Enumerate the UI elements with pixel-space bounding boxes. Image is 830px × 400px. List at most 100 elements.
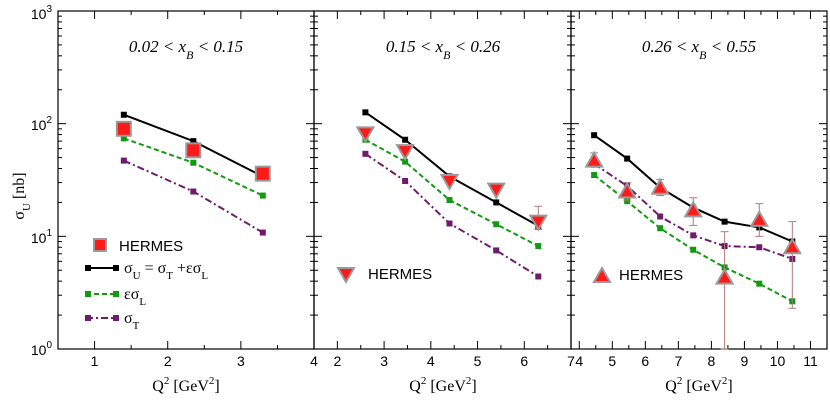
legend-hermes-label: HERMES (119, 238, 183, 255)
x-tick-label: 3 (380, 353, 388, 369)
hermes-point (528, 214, 549, 232)
hermes-point (395, 144, 415, 162)
series-point-sigma-t (259, 229, 266, 236)
x-ticks: 4 5 6 7 8 9 10 11 (571, 11, 827, 369)
x-tick-label: 7 (567, 353, 575, 369)
series-point-sigma-t (535, 273, 542, 280)
y-tick-label-2: 102 (31, 115, 53, 133)
hermes-point (254, 165, 271, 182)
hermes-points (355, 126, 549, 232)
series-point-eps-sigma-l (402, 158, 409, 165)
x-tick-label: 8 (707, 353, 715, 369)
legend-hermes-marker (592, 265, 612, 283)
hermes-legend: HERMES (336, 266, 432, 285)
y-tick-label-0: 100 (31, 340, 53, 358)
hermes-point (439, 173, 460, 191)
series-point-eps-sigma-l (190, 159, 197, 166)
series-line-sigma-t (364, 152, 539, 278)
series-point-eps-sigma-l (259, 192, 266, 199)
legend-eps-sigma-l-label: εσL (124, 286, 146, 308)
panel-mid-xb: 0.15 < xB < 0.26 2 3 4 5 6 7 HERMES Q2 [GeV2] (313, 10, 575, 395)
hermes-points (584, 150, 803, 350)
series-line-eps-sigma-l (364, 138, 539, 247)
hermes-points (115, 120, 271, 182)
hermes-point (782, 237, 803, 255)
series-point-sigma-t (362, 150, 369, 157)
legend-eps-sigma-l-marker-right (113, 291, 119, 297)
y-axis-title: σU [nb] (11, 172, 33, 219)
series-point-sigma-t (493, 247, 500, 254)
x-ticks: 2 3 4 5 6 7 (314, 11, 575, 369)
panel-frame (570, 10, 828, 350)
series-point-eps-sigma-l (493, 221, 500, 228)
x-tick-label: 3 (237, 353, 245, 369)
x-tick-label: 5 (474, 353, 482, 369)
series-point-sigma-t (690, 232, 697, 239)
hermes-point (683, 200, 703, 218)
series-point-sigma-u (120, 111, 127, 118)
series-point-sigma-t (402, 177, 409, 184)
series-point-eps-sigma-l (657, 225, 664, 232)
series-point-sigma-t (190, 188, 197, 195)
panel-title: 0.02 < xB < 0.15 (129, 37, 243, 62)
series-point-eps-sigma-l (120, 135, 127, 142)
panel-title: 0.26 < xB < 0.55 (642, 37, 756, 62)
x-tick-label: 6 (520, 353, 528, 369)
series-point-sigma-u (402, 136, 409, 143)
series-group (120, 111, 266, 236)
legend-sigma-u-label: σU = σT +εσL (124, 260, 208, 282)
y-tick-label-3: 103 (31, 4, 53, 22)
x-ticks: 1 2 3 4 (58, 11, 318, 369)
x-axis-title: Q2 [GeV2] (665, 375, 732, 395)
x-tick-label: 11 (803, 353, 818, 369)
series-point-sigma-t (756, 244, 763, 251)
hermes-point (714, 267, 735, 285)
series-point-sigma-t (657, 213, 664, 220)
x-tick-label: 4 (575, 353, 583, 369)
x-axis-title: Q2 [GeV2] (409, 375, 476, 395)
legend-eps-sigma-l-marker-left (85, 291, 91, 297)
y-axis-title-unit: [nb] (11, 172, 28, 203)
series-point-sigma-u (362, 109, 369, 116)
legend-sigma-u-marker-left (85, 265, 91, 271)
legend-sigma-t-label: σT (124, 310, 140, 332)
series-group (362, 109, 542, 280)
hermes-legend: HERMES (592, 265, 683, 284)
series-point-sigma-u (624, 155, 631, 162)
panel-title: 0.15 < xB < 0.26 (386, 37, 501, 62)
series-point-sigma-t (120, 157, 127, 164)
series-point-sigma-t (446, 220, 453, 227)
hermes-point (749, 209, 770, 227)
panel-high-xb: 0.26 < xB < 0.55 4 5 6 7 8 9 10 11 HERMES Q2 [G… (570, 10, 828, 395)
hermes-point (355, 126, 376, 144)
x-tick-label: 4 (310, 353, 318, 369)
hermes-point (617, 181, 637, 199)
series-point-eps-sigma-l (756, 280, 763, 287)
legend-hermes-label: HERMES (368, 266, 432, 283)
x-tick-label: 2 (164, 353, 172, 369)
y-tick-labels: 100 101 102 103 (31, 4, 53, 358)
legend-sigma-u-marker-right (113, 265, 119, 271)
hermes-point (115, 120, 132, 137)
series-point-eps-sigma-l (446, 197, 453, 204)
series-point-sigma-u (493, 199, 500, 206)
series-line-sigma-t (123, 159, 264, 234)
panel-low-xb: 0.02 < xB < 0.15 1 2 3 4 HERMES σU = σT +εσ… (57, 10, 318, 395)
series-point-sigma-u (190, 138, 197, 145)
x-tick-label: 1 (91, 353, 99, 369)
series-point-eps-sigma-l (591, 172, 598, 179)
series-point-eps-sigma-l (624, 198, 631, 205)
x-tick-label: 7 (674, 353, 682, 369)
series-point-eps-sigma-l (535, 243, 542, 250)
series-point-sigma-u (591, 132, 598, 139)
x-tick-label: 10 (770, 353, 786, 369)
x-tick-label: 9 (741, 353, 749, 369)
legend-hermes-label: HERMES (619, 267, 683, 284)
legend-hermes-marker (336, 267, 356, 285)
x-tick-label: 2 (333, 353, 341, 369)
y-axis-title-sub: U (21, 203, 33, 211)
x-axis-title: Q2 [GeV2] (152, 375, 219, 395)
x-tick-label: 4 (427, 353, 435, 369)
legend-hermes-marker (93, 238, 107, 252)
